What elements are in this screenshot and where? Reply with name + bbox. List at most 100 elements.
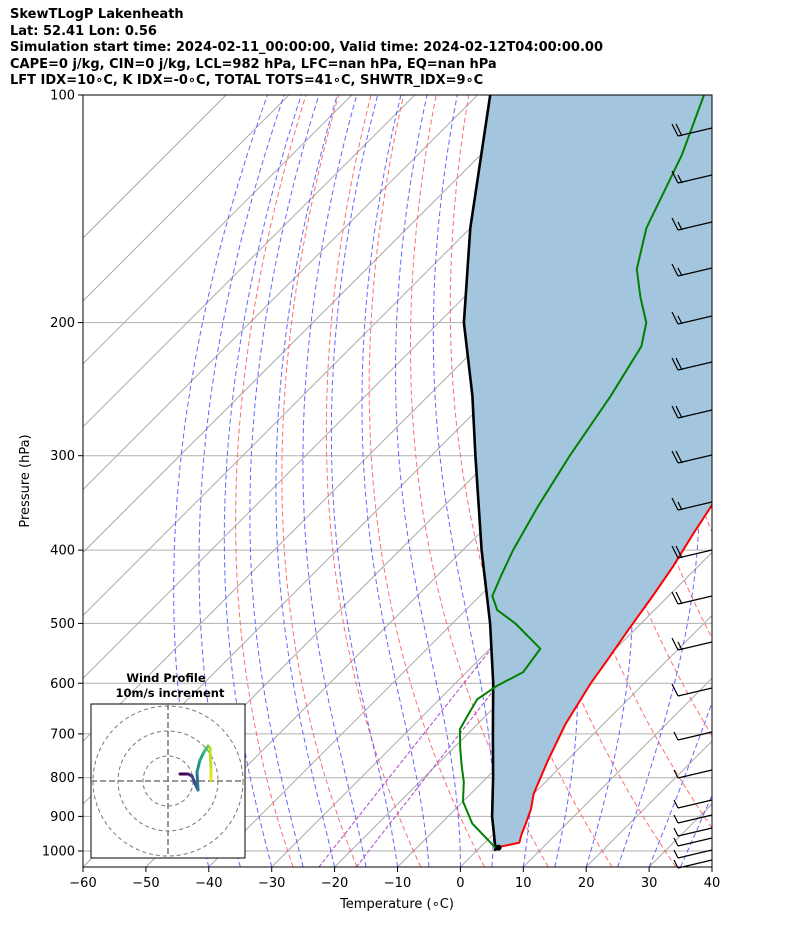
wind-barb-shaft [677,769,713,779]
y-tick-label: 900 [50,810,75,825]
isotherm-line [522,677,712,867]
moist-adiabat-line [275,95,338,867]
parcel-start-marker [495,844,502,851]
wind-barb-shaft [677,267,713,277]
y-tick-label: 300 [50,449,75,464]
wind-barb-flag [675,591,683,605]
moist-adiabat-line [617,95,700,867]
hodograph-title: Wind Profile [126,671,206,685]
dry-adiabat-line [281,95,358,867]
wind-barb-half-flag [673,814,679,824]
x-tick-label: −50 [132,876,159,891]
hodograph-trace-segment [208,746,213,772]
wind-barb-flag [671,545,679,559]
isotherm-line [83,95,478,491]
chart-title: SkewTLogP Lakenheath [10,7,184,22]
wind-barb-shaft [677,731,713,741]
wind-barb-flag [671,637,679,651]
x-tick-label: 10 [515,876,532,891]
moist-adiabat-line [395,95,461,867]
wind-barb-half-flag [677,174,683,184]
wind-barb-flag [671,170,679,184]
indices-line-1: CAPE=0 j/kg, CIN=0 j/kg, LCL=982 hPa, LF… [10,56,497,72]
wind-barb-shaft [677,127,713,137]
y-tick-label: 800 [50,771,75,786]
wind-barb-shaft [677,315,713,325]
hodograph-trace-segment [195,770,200,792]
wind-barb-shaft [677,501,713,511]
isotherm-line [83,95,353,365]
hodograph-inset: Wind Profile 10m/s increment [90,671,246,859]
isotherm-line [334,488,712,867]
y-tick-label: 100 [50,89,75,104]
mixing-ratio-line [355,413,712,867]
wind-barb-shaft [677,595,713,605]
dewpoint-line [458,95,705,849]
indices-line-2: LFT IDX=10∘C, K IDX=-0∘C, TOTAL TOTS=41∘… [10,73,484,89]
dry-adiabat-line [729,95,794,867]
x-tick-label: 0 [456,876,464,891]
wind-barb-flag [671,217,679,231]
isotherm-line [83,95,290,302]
temperature-line [495,503,712,849]
wind-barb-half-flag [677,267,683,277]
wind-barb-half-flag [673,837,679,847]
wind-barb-half-flag [673,827,679,837]
dry-adiabat-line [449,95,613,867]
wind-barb-shaft [677,799,713,809]
wind-barb-flag [671,497,679,511]
x-tick-label: −60 [69,876,96,891]
y-tick-label: 200 [50,316,75,331]
moist-adiabat-line [711,865,712,867]
isotherm-line [83,95,416,428]
moist-adiabat-line [361,95,430,867]
wind-barb-half-flag [677,501,683,511]
wind-barb-flag [671,683,679,697]
y-tick-label: 700 [50,727,75,742]
hodograph-trace-segment [190,774,198,788]
wind-barb-flag [671,123,679,137]
hodograph-trace-segment [195,758,202,774]
moist-adiabat-line [302,95,367,867]
y-tick-label: 400 [50,544,75,559]
wind-barb-shaft [677,641,713,651]
moist-adiabat-line [223,95,302,867]
wind-barb-half-flag [677,221,683,231]
wind-barb-shaft [677,409,713,419]
wind-barb-flag [675,545,683,559]
wind-barb-half-flag [673,799,679,809]
dry-adiabat-line [368,95,485,867]
x-tick-label: 40 [704,876,721,891]
wind-barb-flag [671,450,679,464]
wind-barb-flag [671,591,679,605]
x-tick-label: 30 [641,876,658,891]
wind-barb-flag [671,405,679,419]
cape-cin-fill [463,95,712,851]
x-axis-label: Temperature (∘C) [339,897,454,912]
wind-barb-flag [675,123,683,137]
wind-barb-shaft [677,814,713,824]
isotherm-line [83,95,227,239]
y-axis-label: Pressure (hPa) [18,434,33,527]
wind-barb-flag [671,357,679,371]
x-tick-label: −40 [195,876,222,891]
isotherm-line [460,614,712,867]
wind-barb-shaft [677,837,713,847]
moist-adiabat-line [648,701,712,867]
wind-barb-half-flag [677,315,683,325]
wind-barb-shaft [677,687,713,697]
chart-header: SkewTLogP Lakenheath Lat: 52.41 Lon: 0.5… [10,7,603,90]
parcel-profile-line [462,95,497,852]
wind-barb-flag [675,357,683,371]
moist-adiabat-line [432,95,495,867]
moist-adiabat-line [680,794,712,867]
x-tick-label: 20 [578,876,595,891]
wind-barb-flag [671,263,679,277]
wind-barb-flag [675,450,683,464]
wind-barb-shaft [677,549,713,559]
location-line: Lat: 52.41 Lon: 0.56 [10,23,157,39]
y-tick-label: 600 [50,677,75,692]
y-tick-label: 500 [50,617,75,632]
dry-adiabat-line [235,95,307,867]
